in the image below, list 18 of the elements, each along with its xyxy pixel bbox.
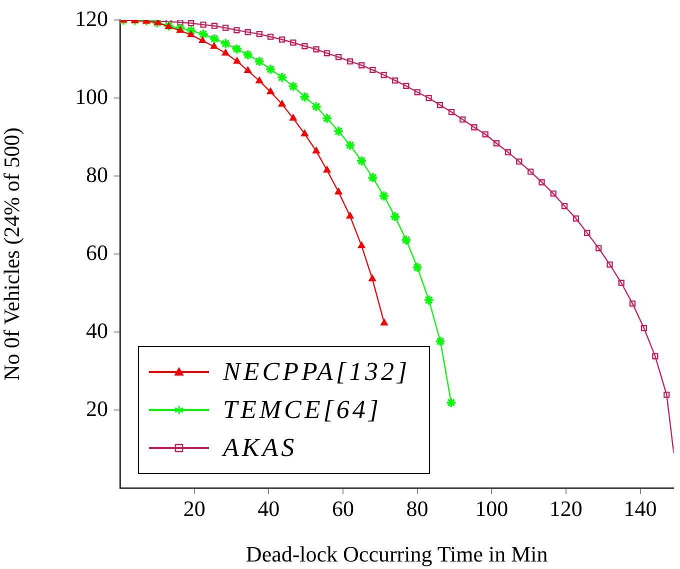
legend-label: AKAS: [220, 433, 298, 463]
x-tick-label: 20: [183, 496, 206, 521]
x-tick-label: 60: [332, 496, 354, 521]
y-tick-label: 40: [86, 318, 108, 343]
y-tick-label: 120: [75, 6, 108, 31]
y-tick-label: 20: [86, 396, 108, 421]
x-tick-label: 80: [406, 496, 428, 521]
y-tick-label: 100: [75, 84, 108, 109]
x-tick-label: 120: [549, 496, 582, 521]
y-tick-label: 60: [86, 240, 108, 265]
y-axis-title: No 0f Vehicles (24% of 500): [0, 127, 24, 381]
x-tick-label: 100: [475, 496, 508, 521]
legend-label: NECPPA[132]: [222, 357, 412, 387]
legend-label: TEMCE[64]: [222, 395, 382, 425]
x-tick-label: 140: [624, 496, 657, 521]
x-axis-title: Dead-lock Occurring Time in Min: [246, 542, 548, 567]
y-tick-label: 80: [86, 162, 108, 187]
x-tick-label: 40: [258, 496, 280, 521]
